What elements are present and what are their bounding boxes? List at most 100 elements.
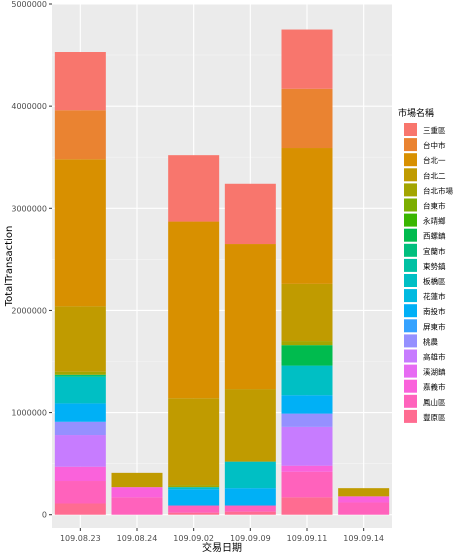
x-tick-label: 109.09.11 — [287, 534, 328, 543]
bar-segment — [338, 488, 390, 497]
x-tick-label: 109.09.02 — [173, 534, 214, 543]
legend-label: 溪湖鎮 — [423, 367, 446, 377]
bar-segment — [111, 472, 163, 488]
y-tick-label: 5000000 — [11, 0, 47, 9]
bar-segment — [224, 244, 276, 390]
bar-segment — [224, 183, 276, 245]
bar-segment — [281, 471, 333, 498]
legend-label: 台東市 — [423, 201, 446, 211]
bar-segment — [281, 426, 333, 466]
legend-label: 花蓮市 — [423, 291, 446, 301]
legend-label: 台北市場 — [423, 185, 453, 195]
bar-segment — [281, 413, 333, 427]
legend-key — [404, 349, 417, 363]
bar-segment — [168, 485, 220, 488]
bar-segment — [168, 398, 220, 486]
legend-key — [404, 138, 417, 152]
legend-label: 三重區 — [423, 126, 446, 135]
legend-label: 豐原區 — [423, 412, 446, 422]
legend-key — [404, 243, 417, 257]
bar-segment — [224, 488, 276, 506]
bar-segment — [168, 221, 220, 399]
bar-segment — [54, 503, 106, 515]
bar-segment — [54, 52, 106, 111]
bar-segment — [224, 511, 276, 515]
legend-label: 台中市 — [423, 140, 446, 150]
x-tick-label: 109.08.24 — [117, 534, 158, 543]
y-axis-title: TotalTransaction — [4, 226, 15, 308]
bar-segment — [281, 395, 333, 414]
bar-segment — [54, 403, 106, 422]
bar-segment — [54, 376, 106, 404]
bar-segment — [54, 374, 106, 377]
legend-title: 市場名稱 — [398, 107, 434, 119]
bar-segment — [281, 283, 333, 342]
legend-key — [404, 409, 417, 423]
legend-key — [404, 364, 417, 378]
legend-label: 東勢鎮 — [423, 261, 446, 271]
x-tick-label: 109.09.09 — [230, 534, 271, 543]
bar-segment — [281, 465, 333, 472]
bar-segment — [168, 487, 220, 490]
bar-segment — [281, 365, 333, 396]
bar-segment — [54, 371, 106, 375]
legend-key — [404, 379, 417, 393]
legend-label: 永靖鄉 — [423, 216, 446, 226]
legend-key — [404, 168, 417, 182]
bar-segment — [281, 148, 333, 284]
bar-segment — [224, 461, 276, 489]
legend-key — [404, 213, 417, 227]
bar-segment — [168, 489, 220, 506]
bar-segment — [111, 497, 163, 515]
bar-segment — [281, 29, 333, 89]
bar-segment — [54, 306, 106, 372]
legend-label: 台北二 — [423, 170, 446, 180]
legend-key — [404, 289, 417, 303]
x-axis-title: 交易日期 — [202, 541, 242, 554]
bar-segment — [111, 487, 163, 498]
y-tick-label: 3000000 — [11, 204, 47, 213]
legend-key — [404, 258, 417, 272]
legend-label: 台北一 — [423, 155, 446, 165]
y-tick-label: 1000000 — [11, 409, 47, 418]
legend-key — [404, 274, 417, 287]
bar-segment — [168, 505, 220, 513]
bar-segment — [281, 341, 333, 346]
x-tick-label: 109.08.23 — [60, 534, 101, 543]
legend-key — [404, 319, 417, 333]
legend-label: 西螺鎮 — [423, 231, 446, 241]
bar-segment — [281, 88, 333, 149]
bar-segment — [281, 345, 333, 366]
legend-key — [404, 304, 417, 318]
y-tick-label: 4000000 — [11, 102, 47, 111]
bar-segment — [281, 497, 333, 515]
legend-label: 桃農 — [423, 336, 438, 346]
legend-label: 屏東市 — [423, 321, 446, 331]
plot-panel — [52, 4, 392, 528]
legend-key — [404, 153, 417, 167]
legend-key — [404, 123, 417, 136]
legend-key — [404, 198, 417, 212]
legend-label: 南投市 — [423, 306, 446, 316]
legend-label: 板橋區 — [423, 276, 446, 286]
legend-key — [404, 228, 417, 242]
legend-label: 宜蘭市 — [423, 246, 446, 256]
legend-key — [404, 183, 417, 197]
bar-segment — [54, 110, 106, 160]
bar-segment — [54, 421, 106, 436]
bar-segment — [54, 435, 106, 467]
bar-segment — [54, 466, 106, 482]
bar-segment — [224, 505, 276, 512]
bar-segment — [338, 502, 390, 515]
bar-segment — [168, 512, 220, 515]
legend-label: 嘉義市 — [423, 382, 446, 392]
bar-segment — [54, 159, 106, 307]
bar-segment — [54, 481, 106, 504]
y-tick-label: 2000000 — [11, 306, 47, 315]
bar-segment — [168, 155, 220, 222]
legend-label: 高雄市 — [423, 352, 446, 362]
bar-segment — [224, 389, 276, 462]
bar-segment — [338, 496, 390, 503]
